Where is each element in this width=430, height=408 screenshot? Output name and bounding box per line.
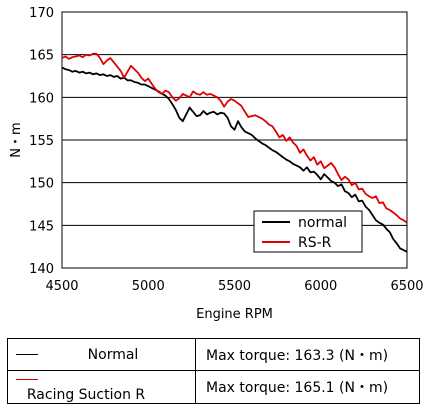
grid-lines xyxy=(62,54,407,226)
table-row: Racing Suction R Max torque: 165.1 (N・m) xyxy=(7,370,420,404)
table-row: Normal Max torque: 163.3 (N・m) xyxy=(7,338,420,371)
row-name: Racing Suction R xyxy=(26,387,146,403)
y-tick-label: 145 xyxy=(29,219,54,234)
line-swatch xyxy=(16,378,38,380)
y-tick-label: 155 xyxy=(29,134,54,149)
x-tick-label: 6000 xyxy=(304,279,337,294)
torque-summary-table: Normal Max torque: 163.3 (N・m) Racing Su… xyxy=(7,338,420,404)
legend-box xyxy=(253,210,363,253)
row-name: Normal xyxy=(87,346,139,363)
line-swatch xyxy=(16,354,38,355)
y-tick-label: 150 xyxy=(29,177,54,192)
y-axis-ticks: 140 145 150 155 160 165 170 xyxy=(29,6,54,277)
value-cell: Max torque: 165.1 (N・m) xyxy=(195,370,420,404)
legend: normal RS-R xyxy=(253,210,363,253)
series-lines xyxy=(61,52,408,253)
y-tick-label: 165 xyxy=(29,49,54,64)
x-axis-ticks: 4500 5000 5500 6000 6500 xyxy=(45,279,423,294)
x-tick-label: 5500 xyxy=(218,279,251,294)
legend-label-rs-r: RS-R xyxy=(298,235,332,251)
name-cell: Racing Suction R xyxy=(7,370,196,404)
y-tick-label: 170 xyxy=(29,6,54,21)
x-tick-label: 5000 xyxy=(132,279,165,294)
y-tick-label: 140 xyxy=(29,262,54,277)
series-line-rs-r xyxy=(61,52,408,224)
series-line-normal xyxy=(61,66,408,253)
legend-label-normal: normal xyxy=(298,215,347,231)
x-tick-label: 4500 xyxy=(45,279,78,294)
x-axis-title: Engine RPM xyxy=(196,307,273,322)
y-tick-label: 160 xyxy=(29,91,54,106)
torque-chart: 140 145 150 155 160 165 170 4500 5000 5500 6000 65… xyxy=(9,6,424,322)
y-axis-title: N・m xyxy=(9,122,24,157)
x-tick-label: 6500 xyxy=(390,279,423,294)
value-cell: Max torque: 163.3 (N・m) xyxy=(195,338,420,371)
plot-area-frame xyxy=(61,11,408,269)
name-cell: Normal xyxy=(7,338,196,371)
